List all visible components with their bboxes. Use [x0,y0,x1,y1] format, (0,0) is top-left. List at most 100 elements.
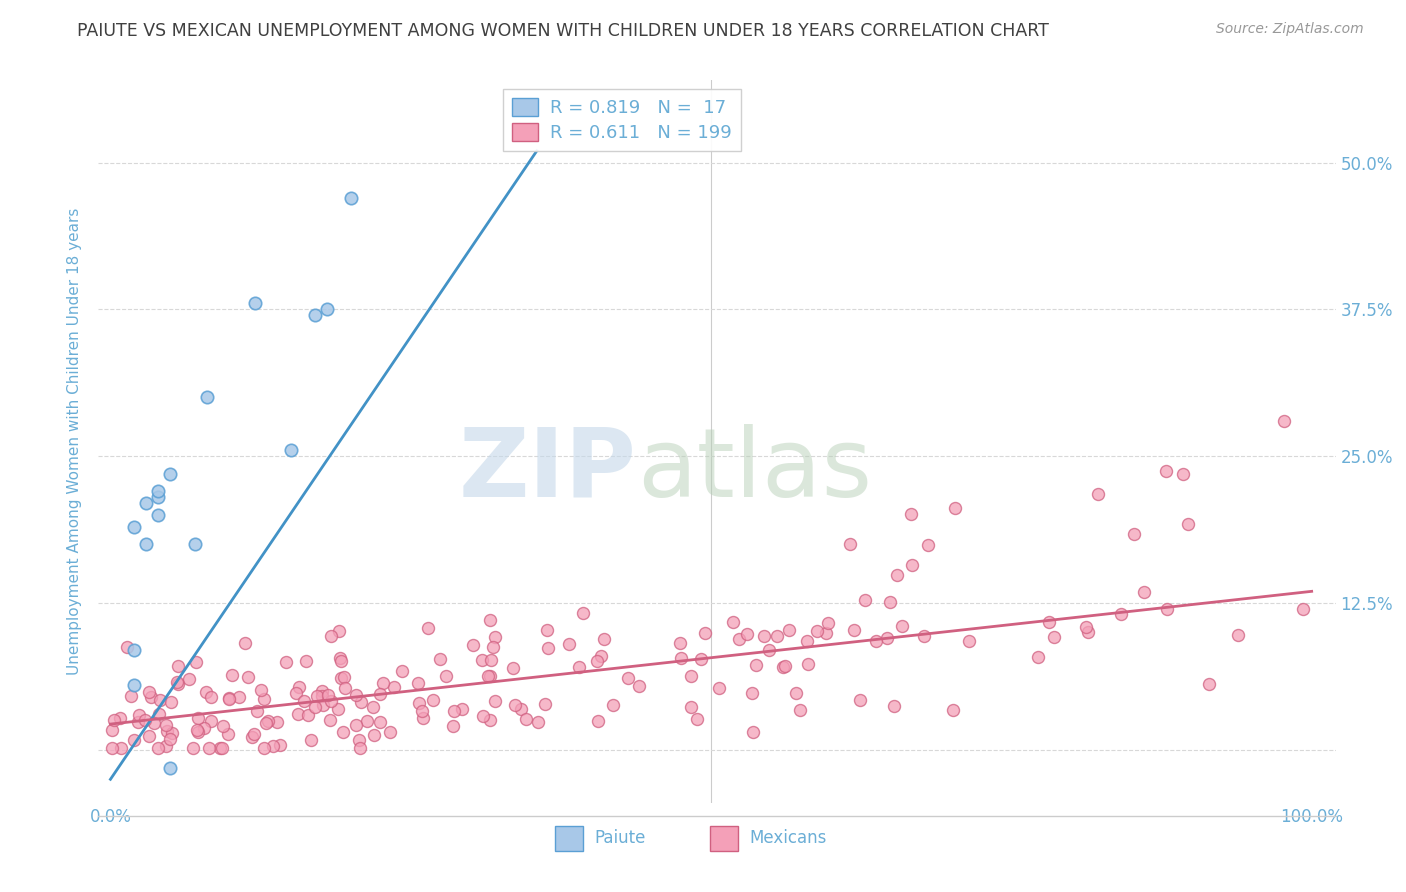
Point [422,693,444,707]
Point [477,669,499,683]
Point [890,619,912,633]
Point [371,676,394,690]
Point [253,740,276,755]
Point [328,624,350,639]
Legend: R = 0.819   N =  17, R = 0.611   N = 199: R = 0.819 N = 17, R = 0.611 N = 199 [503,89,741,152]
Point [110,740,132,755]
Point [671,650,693,665]
Point [295,655,318,669]
Point [254,715,277,730]
Point [285,686,308,700]
Point [269,738,291,752]
Point [193,721,215,735]
Point [363,728,385,742]
Point [209,740,232,755]
Point [183,537,205,551]
Point [328,702,350,716]
Point [1038,615,1060,629]
Point [510,701,533,715]
Point [728,632,751,646]
Point [685,712,707,726]
Point [141,690,163,704]
Point [721,615,744,629]
Point [502,661,524,675]
Point [1156,602,1178,616]
Point [503,698,526,712]
Point [155,739,177,753]
Point [148,508,170,522]
Text: Paiute: Paiute [595,830,647,847]
Point [184,655,207,669]
Point [669,636,692,650]
Point [1154,464,1177,478]
Point [568,659,591,673]
Point [200,714,222,728]
Point [235,636,257,650]
Point [134,713,156,727]
Point [942,703,965,717]
Point [429,651,451,665]
Point [228,690,250,704]
Point [333,681,356,695]
Point [122,732,145,747]
Point [912,629,935,643]
Text: Source: ZipAtlas.com: Source: ZipAtlas.com [1216,22,1364,37]
Point [221,668,243,682]
Point [115,640,138,655]
Point [148,707,170,722]
Point [160,695,183,709]
Point [257,714,280,728]
Point [370,715,392,730]
Point [1272,414,1295,428]
Point [321,694,343,708]
Point [900,508,922,522]
Point [463,638,485,652]
Point [957,634,980,648]
Point [690,651,713,665]
Text: ZIP: ZIP [458,424,637,517]
Point [307,689,329,703]
Point [344,688,367,702]
Point [160,726,183,740]
Point [679,700,702,714]
Point [778,624,800,638]
Point [772,660,794,674]
Point [1171,467,1194,481]
Point [198,740,221,755]
Point [1074,620,1097,634]
Point [558,637,581,651]
Point [347,732,370,747]
Point [876,631,898,645]
Point [408,697,430,711]
Point [179,672,201,686]
Point [806,624,828,638]
Point [586,714,609,728]
Point [536,623,558,637]
Point [101,723,124,738]
Point [311,684,333,698]
Point [262,739,284,753]
Point [479,653,502,667]
Point [332,725,354,739]
Point [368,687,391,701]
Point [853,592,876,607]
Point [166,675,188,690]
Point [143,715,166,730]
Point [391,665,413,679]
Point [515,712,537,726]
Point [796,633,818,648]
Point [378,724,401,739]
Point [1043,631,1066,645]
Point [1087,487,1109,501]
Point [124,643,146,657]
Point [146,740,169,755]
Point [236,669,259,683]
Point [181,740,204,755]
Point [1132,585,1154,599]
Point [527,714,550,729]
Point [434,669,457,683]
Point [194,685,217,699]
Point [124,519,146,533]
Point [240,730,263,744]
Point [681,668,703,682]
